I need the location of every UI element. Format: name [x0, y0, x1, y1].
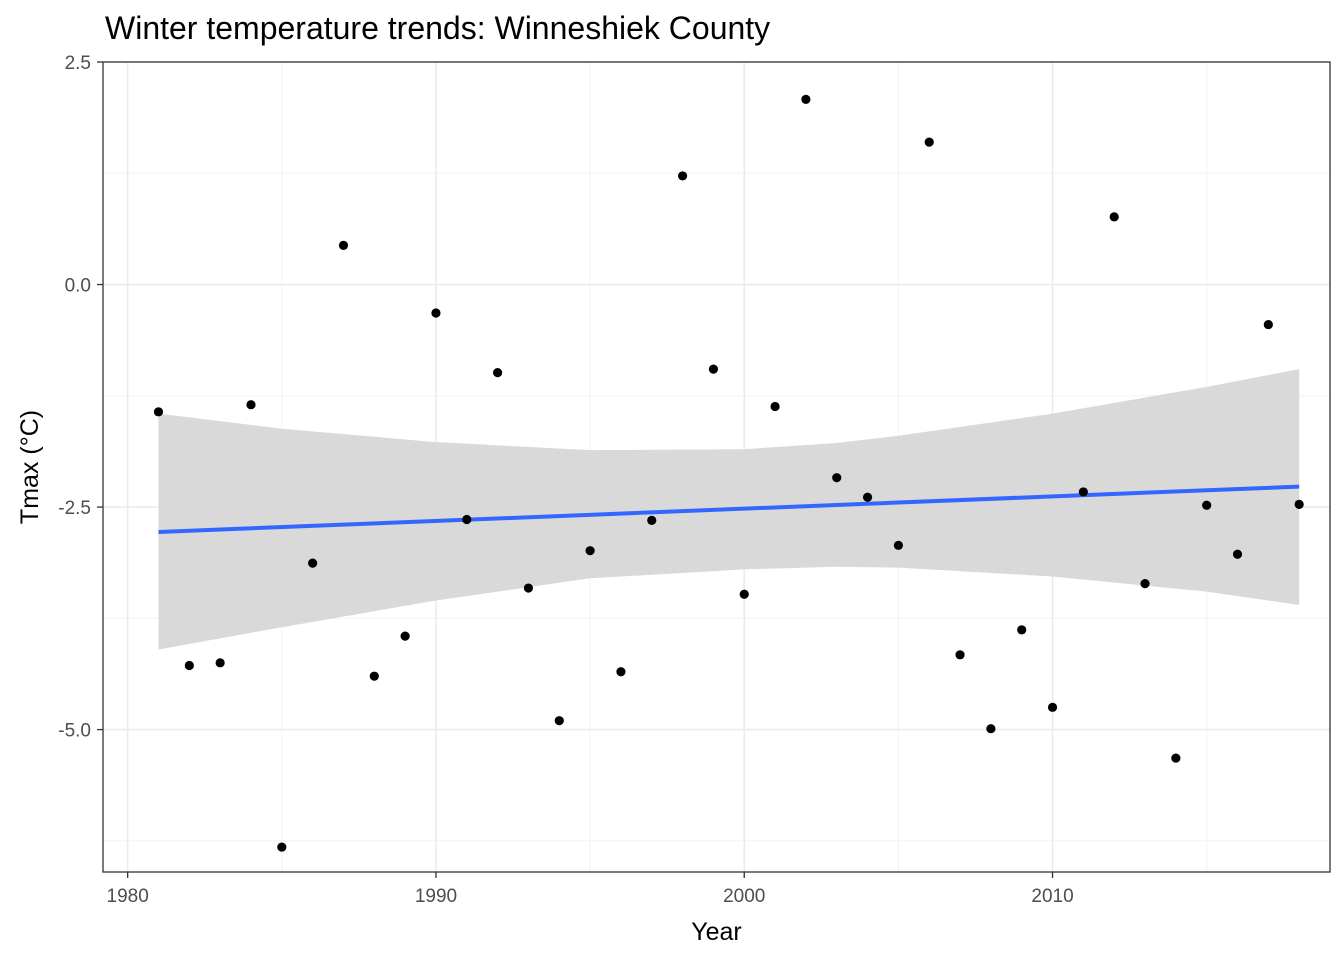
data-point — [1140, 579, 1150, 589]
y-tick-label: 2.5 — [65, 53, 91, 74]
data-point — [924, 137, 934, 147]
data-point — [832, 473, 842, 483]
data-point — [338, 240, 349, 250]
data-point — [770, 401, 780, 412]
data-point — [215, 658, 225, 668]
y-tick-label: 0.0 — [65, 276, 91, 297]
data-point — [277, 842, 287, 852]
data-point — [616, 667, 626, 677]
y-axis-title: Tmax (°C) — [16, 410, 44, 524]
data-point — [523, 583, 534, 593]
data-point — [431, 308, 441, 318]
data-point — [708, 364, 719, 374]
data-point — [801, 94, 811, 104]
y-tick-label: -2.5 — [58, 498, 91, 519]
data-point — [153, 407, 164, 417]
data-points — [153, 94, 1304, 852]
x-axis: 1980 1990 2000 2010 — [107, 872, 1074, 907]
data-point — [1047, 702, 1058, 712]
data-point — [1202, 500, 1212, 510]
data-point — [986, 724, 996, 734]
data-point — [893, 540, 903, 550]
data-point — [1171, 753, 1181, 763]
data-point — [1078, 487, 1088, 497]
data-point — [585, 546, 595, 556]
x-tick-label: 2010 — [1031, 886, 1073, 907]
data-point — [1294, 499, 1304, 509]
data-point — [308, 558, 318, 568]
data-point — [1109, 212, 1119, 222]
x-axis-title: Year — [691, 918, 742, 946]
regression-line — [158, 484, 1300, 534]
data-point — [246, 400, 256, 410]
data-point — [369, 671, 379, 681]
x-tick-label: 2000 — [723, 886, 765, 907]
data-point — [554, 716, 564, 726]
y-tick-label: -5.0 — [58, 721, 91, 742]
y-axis: 2.5 0.0 -2.5 -5.0 — [58, 53, 103, 742]
data-point — [677, 171, 688, 181]
data-point — [1232, 549, 1243, 559]
chart-title: Winter temperature trends: Winneshiek Co… — [105, 10, 771, 46]
data-point — [1017, 625, 1027, 635]
data-point — [1263, 319, 1273, 330]
trend-line — [158, 484, 1300, 534]
data-point — [184, 660, 194, 671]
data-point — [955, 650, 965, 660]
data-point — [647, 515, 657, 526]
x-tick-label: 1980 — [107, 886, 149, 907]
data-point — [862, 492, 873, 502]
data-point — [493, 368, 503, 378]
data-point — [739, 589, 749, 599]
panel-border — [102, 61, 1331, 873]
data-point — [462, 514, 472, 525]
x-tick-label: 1990 — [415, 886, 457, 907]
data-point — [400, 631, 410, 641]
